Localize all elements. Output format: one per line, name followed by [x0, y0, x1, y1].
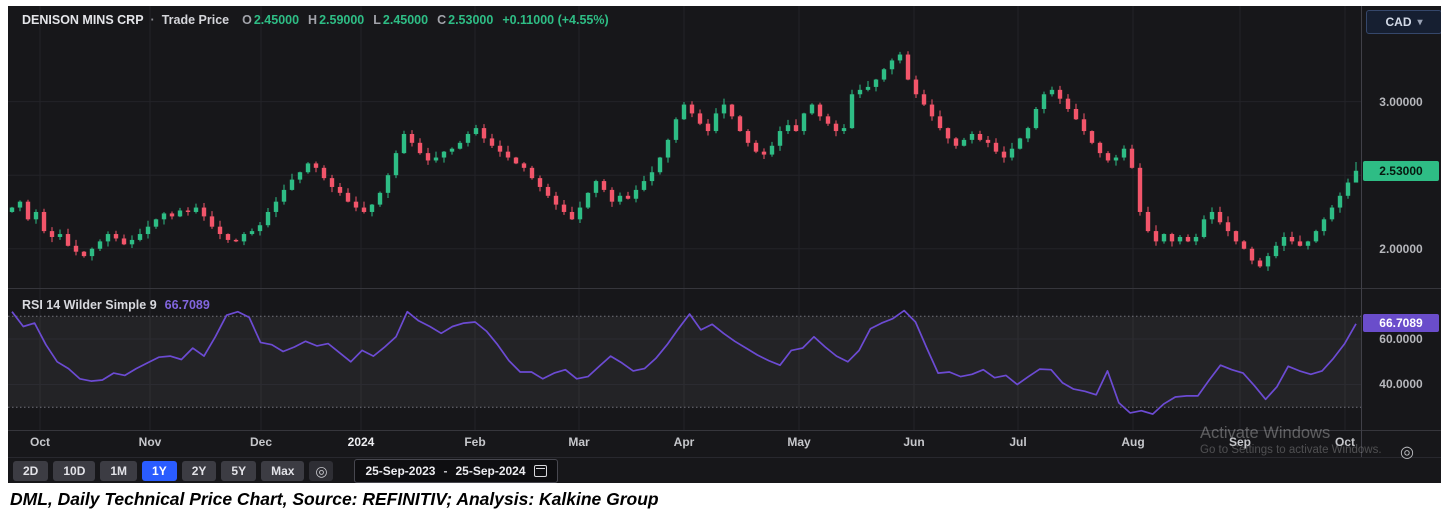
time-axis-label-aug: Aug: [1121, 435, 1145, 449]
ohlc-key: H: [308, 13, 318, 27]
chart-canvas[interactable]: [8, 6, 1441, 483]
range-button-2d[interactable]: 2D: [13, 460, 49, 481]
range-button-10d[interactable]: 10D: [53, 460, 96, 481]
ohlc-c: C 2.53000: [437, 13, 493, 27]
time-axis-label-oct: Oct: [29, 435, 51, 449]
time-axis-label-jul: Jul: [1009, 435, 1027, 449]
price-legend: DENISON MINS CRP · Trade Price O 2.45000 H…: [22, 13, 609, 27]
time-axis-label-dec: Dec: [249, 435, 273, 449]
chart-settings-icon[interactable]: ◎: [309, 460, 334, 481]
ohlc-key: L: [373, 13, 381, 27]
price-axis-label-3: 3.00000: [1379, 95, 1423, 109]
ohlc-values: O 2.45000 H 2.59000 L 2.45000 C 2.53000: [242, 13, 493, 27]
ohlc-value: 2.45000: [253, 13, 300, 27]
rsi-axis-label-40: 40.0000: [1379, 377, 1423, 391]
ohlc-h: H 2.59000: [308, 13, 364, 27]
series-label: Trade Price: [161, 13, 230, 27]
ohlc-key: C: [437, 13, 447, 27]
date-range-picker[interactable]: 25-Sep-2023 - 25-Sep-2024: [354, 458, 558, 483]
price-axis-label-2: 2.00000: [1379, 242, 1423, 256]
ohlc-value: 2.45000: [382, 13, 429, 27]
time-axis-label-mar: Mar: [568, 435, 590, 449]
time-axis-label-nov: Nov: [138, 435, 162, 449]
change-value: +0.11000 (+4.55%): [502, 13, 609, 27]
date-start: 25-Sep-2023: [365, 463, 436, 478]
ohlc-value: 2.53000: [448, 13, 494, 27]
date-end: 25-Sep-2024: [455, 463, 526, 478]
range-buttons: 2D 10D 1M 1Y 2Y 5Y Max: [13, 460, 305, 481]
range-button-2y[interactable]: 2Y: [181, 460, 217, 481]
time-axis-label-feb: Feb: [464, 435, 486, 449]
range-button-max[interactable]: Max: [261, 460, 305, 481]
time-axis-label-jun: Jun: [903, 435, 925, 449]
range-button-1y[interactable]: 1Y: [142, 460, 177, 481]
date-separator: -: [443, 463, 448, 478]
range-button-1m[interactable]: 1M: [100, 460, 138, 481]
rsi-legend-title: RSI 14 Wilder Simple 9: [22, 298, 157, 312]
ohlc-o: O 2.45000: [242, 13, 299, 27]
activate-windows-watermark-sub: Go to Settings to activate Windows.: [1200, 444, 1382, 456]
time-axis-label-apr: Apr: [673, 435, 695, 449]
chevron-down-icon: ▾: [1417, 16, 1423, 28]
currency-label: CAD: [1385, 15, 1412, 29]
rsi-legend-value: 66.7089: [164, 298, 210, 312]
time-axis-label-oct: Oct: [1334, 435, 1356, 449]
ohlc-value: 2.59000: [319, 13, 365, 27]
rsi-legend: RSI 14 Wilder Simple 9 66.7089: [22, 298, 210, 312]
time-axis-label-sep: Sep: [1228, 435, 1252, 449]
rsi-value-badge: 66.7089: [1363, 314, 1439, 332]
time-axis-label-may: May: [787, 435, 811, 449]
ohlc-l: L 2.45000: [373, 13, 428, 27]
ohlc-key: O: [242, 13, 252, 27]
calendar-icon: [533, 464, 547, 477]
chart-caption: DML, Daily Technical Price Chart, Source…: [10, 489, 659, 509]
range-toolbar: 2D 10D 1M 1Y 2Y 5Y Max ◎ 25-Sep-2023 - 25-Sep-…: [13, 458, 1441, 483]
range-button-5y[interactable]: 5Y: [221, 460, 257, 481]
trading-chart-window: DENISON MINS CRP · Trade Price O 2.45000 H…: [8, 6, 1441, 483]
rsi-axis-label-60: 60.0000: [1379, 332, 1423, 346]
activate-windows-watermark: Activate Windows: [1200, 424, 1331, 442]
legend-separator: ·: [150, 13, 155, 27]
time-axis[interactable]: Oct Nov Dec 2024 Feb Mar Apr May Jun Jul Aug Sep Oct: [8, 435, 1361, 453]
time-axis-label-2024: 2024: [347, 435, 375, 449]
currency-dropdown[interactable]: CAD ▾: [1366, 10, 1441, 34]
symbol-name: DENISON MINS CRP: [22, 13, 144, 27]
axis-settings-icon[interactable]: ◎: [1400, 444, 1414, 461]
last-price-badge: 2.53000: [1363, 161, 1439, 181]
